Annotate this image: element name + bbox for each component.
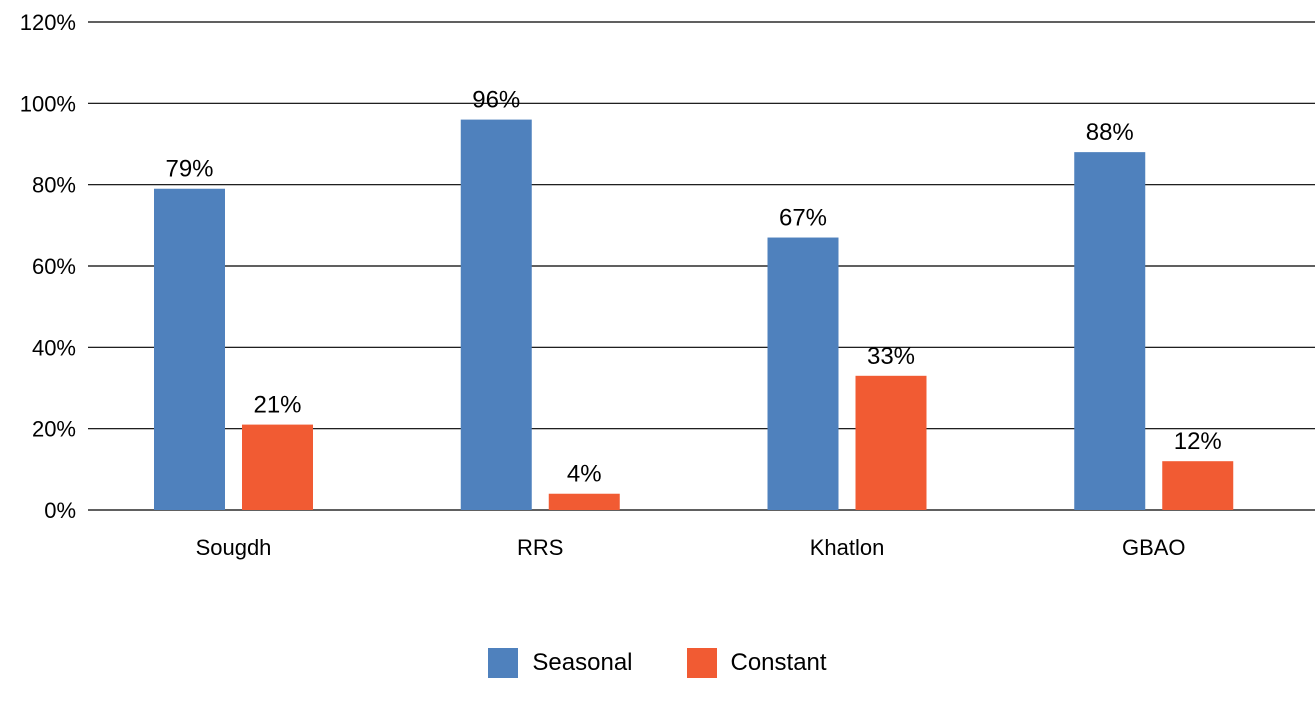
y-tick-label: 0% <box>44 498 76 523</box>
y-tick-label: 120% <box>20 10 76 35</box>
data-label: 96% <box>472 87 520 114</box>
x-tick-label: GBAO <box>1122 535 1186 560</box>
legend-label-constant: Constant <box>730 649 827 676</box>
legend-item-constant: Constant <box>686 648 827 678</box>
legend: Seasonal Constant <box>0 648 1315 678</box>
data-label: 33% <box>867 343 915 370</box>
legend-label-seasonal: Seasonal <box>532 649 633 676</box>
x-axis-ticks: Sougdh RRS Khatlon GBAO <box>196 535 1186 560</box>
data-label: 79% <box>165 156 213 183</box>
y-tick-label: 20% <box>32 417 76 442</box>
bars <box>154 119 1234 511</box>
y-tick-label: 100% <box>20 91 76 116</box>
legend-item-seasonal: Seasonal <box>488 648 633 678</box>
bar-constant <box>855 375 927 510</box>
x-tick-label: Khatlon <box>810 535 885 560</box>
bar-constant <box>242 424 313 510</box>
legend-swatch-constant <box>686 648 717 678</box>
data-labels: 79% 21% 96% 4% 67% 33% 88% 12% <box>165 87 1221 488</box>
data-label: 12% <box>1174 428 1222 455</box>
y-tick-label: 80% <box>32 173 76 198</box>
data-label: 4% <box>567 461 602 488</box>
x-tick-label: RRS <box>517 535 563 560</box>
bar-seasonal <box>767 237 839 511</box>
data-label: 21% <box>253 392 301 419</box>
bar-seasonal <box>460 119 532 510</box>
x-tick-label: Sougdh <box>196 535 272 560</box>
bar-constant <box>548 493 620 510</box>
data-label: 88% <box>1086 119 1134 146</box>
y-tick-label: 40% <box>32 335 76 360</box>
data-label: 67% <box>779 205 827 232</box>
legend-swatch-seasonal <box>488 648 519 678</box>
bar-seasonal <box>1074 152 1146 510</box>
y-tick-label: 60% <box>32 254 76 279</box>
bar-constant <box>1162 461 1234 510</box>
y-axis-ticks: 0% 20% 40% 60% 80% 100% 120% <box>20 10 76 523</box>
bar-seasonal <box>154 188 225 510</box>
